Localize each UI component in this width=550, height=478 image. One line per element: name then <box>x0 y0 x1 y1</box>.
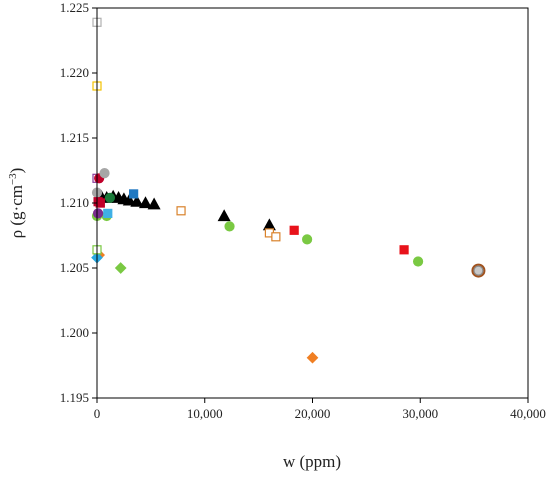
data-point-triangle <box>217 209 231 222</box>
y-axis-ticks: 1.195 1.200 1.205 1.210 1.215 1.220 1.225 <box>60 0 97 405</box>
y-axis-title-main: ρ (g·cm <box>7 185 26 238</box>
data-point-triangle <box>122 193 136 206</box>
data-point-square <box>129 189 139 199</box>
x-tick-label: 40,000 <box>510 406 546 421</box>
data-point-square <box>289 225 299 235</box>
data-point-triangle <box>138 196 153 209</box>
x-tick-label: 20,000 <box>295 406 331 421</box>
y-tick-label: 1.225 <box>60 0 89 15</box>
y-tick-label: 1.205 <box>60 260 89 275</box>
data-point-circle <box>104 192 116 203</box>
data-point-square <box>176 206 186 216</box>
x-tick-label: 0 <box>94 406 101 421</box>
y-tick-label: 1.215 <box>60 130 89 145</box>
y-axis-title-close: ) <box>7 168 26 174</box>
y-axis-title: ρ (g·cm−3) <box>7 168 26 239</box>
data-point-square <box>103 208 113 218</box>
y-tick-label: 1.200 <box>60 325 89 340</box>
y-axis-title-superscript: −3 <box>7 173 19 185</box>
data-point-triangle <box>130 194 144 207</box>
data-point-circle <box>99 168 110 179</box>
x-axis-title: w (ppm) <box>283 452 341 471</box>
data-point-circle <box>412 256 424 267</box>
data-point-circle <box>92 208 104 219</box>
y-tick-label: 1.220 <box>60 65 89 80</box>
data-point-square <box>271 232 281 242</box>
data-point-circle <box>473 265 484 276</box>
data-point-diamond <box>306 351 319 364</box>
x-axis-ticks: 0 10,000 20,000 30,000 40,000 <box>94 398 546 421</box>
data-point-triangle <box>147 197 161 210</box>
data-point-circle <box>302 234 313 245</box>
x-tick-label: 10,000 <box>187 406 223 421</box>
y-tick-label: 1.195 <box>60 390 89 405</box>
y-tick-label: 1.210 <box>60 195 89 210</box>
data-point-diamond <box>114 262 127 274</box>
data-point-circle <box>224 221 235 232</box>
data-point-square <box>399 245 409 255</box>
x-tick-label: 30,000 <box>402 406 438 421</box>
